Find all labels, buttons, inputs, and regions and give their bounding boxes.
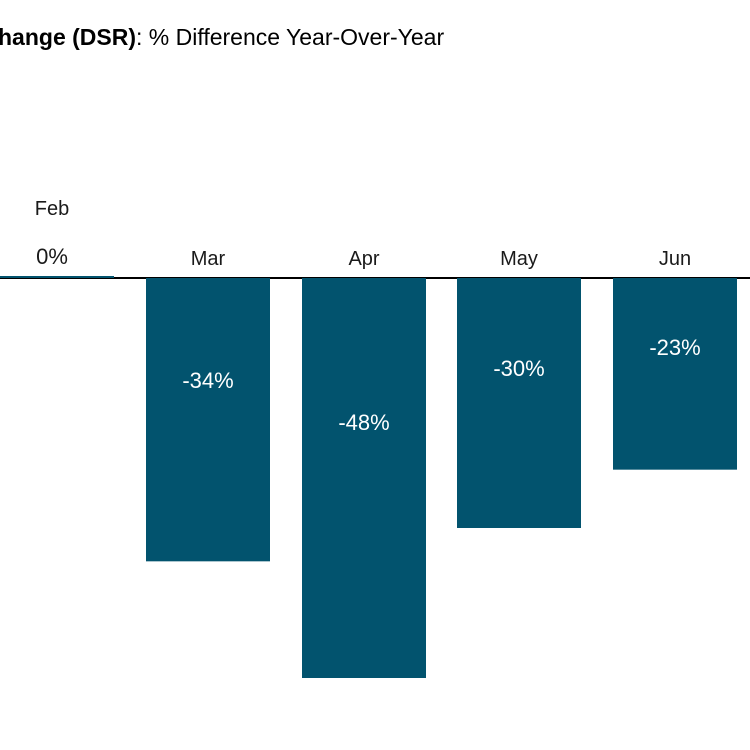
value-label-apr: -48%: [338, 410, 389, 435]
bar-may: [457, 278, 581, 528]
chart-title-rest: : % Difference Year-Over-Year: [136, 24, 445, 50]
month-label-jun: Jun: [659, 248, 691, 270]
bar-mar: [146, 278, 270, 562]
value-label-jun: -23%: [649, 335, 700, 360]
bar-jun: [613, 278, 737, 470]
chart-title: hange (DSR): % Difference Year-Over-Year: [0, 24, 444, 51]
value-label-feb: 0%: [36, 244, 68, 269]
bar-apr: [302, 278, 426, 678]
value-label-may: -30%: [493, 356, 544, 381]
chart-title-bold: hange (DSR): [0, 24, 136, 50]
month-label-mar: Mar: [191, 248, 226, 270]
month-label-may: May: [500, 248, 538, 270]
month-label-apr: Apr: [348, 248, 379, 270]
value-label-mar: -34%: [182, 368, 233, 393]
month-label-feb: Feb: [35, 198, 69, 220]
